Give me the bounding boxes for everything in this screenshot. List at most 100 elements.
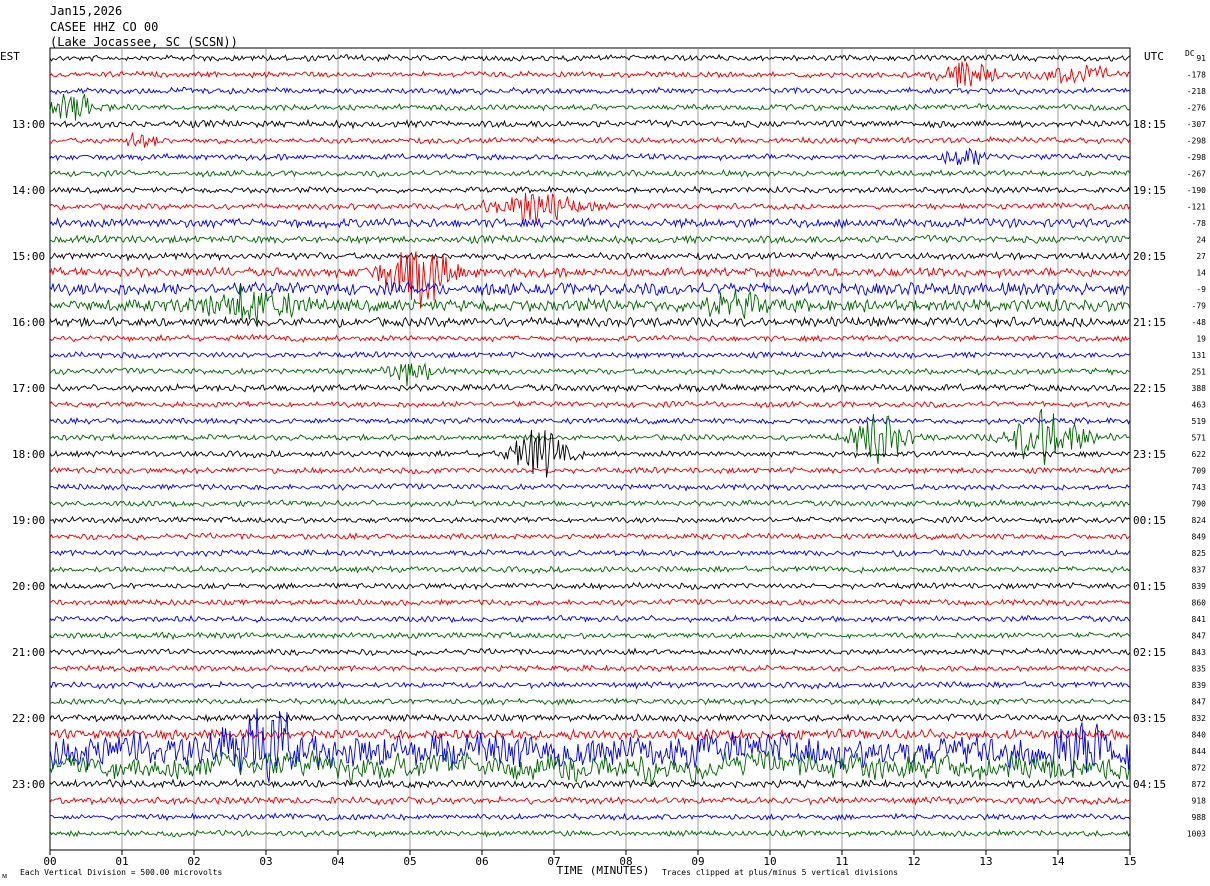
seismic-trace bbox=[49, 778, 1131, 790]
seismic-trace bbox=[49, 597, 1131, 607]
seismic-trace bbox=[49, 132, 1131, 148]
dc-offset-label: 840 bbox=[1192, 731, 1207, 740]
dc-offset-label: -79 bbox=[1192, 302, 1207, 311]
seismic-trace bbox=[49, 350, 1131, 360]
seismic-trace bbox=[49, 581, 1131, 591]
x-tick-label: 08 bbox=[619, 855, 632, 868]
seismic-trace bbox=[49, 515, 1131, 525]
right-axis-label: UTC bbox=[1144, 50, 1164, 63]
seismic-trace bbox=[49, 362, 1131, 387]
seismic-trace bbox=[49, 466, 1131, 475]
x-tick-label: 06 bbox=[475, 855, 488, 868]
dc-offset-label: 709 bbox=[1192, 467, 1207, 476]
seismic-trace bbox=[49, 697, 1131, 707]
dc-offset-label: 837 bbox=[1192, 566, 1207, 575]
seismic-trace bbox=[49, 147, 1131, 166]
seismic-trace bbox=[49, 251, 1131, 309]
dc-offset-label: 860 bbox=[1192, 599, 1207, 608]
x-tick-label: 15 bbox=[1123, 855, 1136, 868]
dc-offset-label: 1003 bbox=[1187, 830, 1206, 839]
seismic-trace bbox=[49, 482, 1131, 492]
x-tick-label: 04 bbox=[331, 855, 345, 868]
dc-offset-label: 790 bbox=[1192, 500, 1207, 509]
seismic-trace bbox=[49, 281, 1131, 297]
left-hour-label: 13:00 bbox=[12, 118, 45, 131]
x-tick-label: 09 bbox=[691, 855, 704, 868]
dc-offset-label: 835 bbox=[1192, 665, 1207, 674]
seismic-trace bbox=[49, 795, 1131, 806]
left-hour-label: 17:00 bbox=[12, 382, 45, 395]
seismic-trace bbox=[49, 416, 1131, 426]
dc-offset-label: 843 bbox=[1192, 648, 1207, 657]
left-hour-label: 18:00 bbox=[12, 448, 45, 461]
x-tick-label: 03 bbox=[259, 855, 272, 868]
seismic-trace bbox=[49, 250, 1131, 262]
dc-offset-label: -298 bbox=[1187, 153, 1206, 162]
seismic-trace bbox=[49, 749, 1131, 787]
dc-offset-label: -178 bbox=[1187, 71, 1206, 80]
plot-frame bbox=[49, 47, 1131, 851]
x-tick-label: 14 bbox=[1051, 855, 1065, 868]
x-tick-label: 13 bbox=[979, 855, 992, 868]
dc-offset-label: 571 bbox=[1192, 434, 1207, 443]
right-hour-label: 03:15 bbox=[1133, 712, 1166, 725]
x-tick-label: 05 bbox=[403, 855, 416, 868]
seismic-trace bbox=[49, 647, 1131, 657]
dc-offset-label: 19 bbox=[1196, 335, 1206, 344]
x-tick-label: 07 bbox=[547, 855, 560, 868]
seismic-trace bbox=[49, 828, 1131, 838]
clip-note: Traces clipped at plus/minus 5 vertical … bbox=[662, 868, 898, 877]
dc-offset-label: 24 bbox=[1196, 236, 1206, 245]
right-hour-label: 01:15 bbox=[1133, 580, 1166, 593]
dc-offset-label: 91 bbox=[1196, 54, 1206, 63]
seismic-trace bbox=[49, 61, 1131, 88]
right-hour-label: 23:15 bbox=[1133, 448, 1166, 461]
seismic-trace bbox=[49, 53, 1131, 63]
dc-offset-label: 847 bbox=[1192, 632, 1207, 641]
right-hour-label: 02:15 bbox=[1133, 646, 1166, 659]
dc-offset-label: 844 bbox=[1192, 747, 1207, 756]
seismic-trace bbox=[49, 192, 1131, 224]
dc-offset-label: 872 bbox=[1192, 780, 1207, 789]
seismic-trace bbox=[49, 216, 1131, 230]
x-tick-label: 00 bbox=[43, 855, 56, 868]
x-tick-label: 01 bbox=[115, 855, 128, 868]
seismic-trace bbox=[49, 285, 1131, 324]
seismic-trace bbox=[49, 333, 1131, 344]
seismic-trace bbox=[49, 548, 1131, 558]
dc-offset-label: 832 bbox=[1192, 714, 1207, 723]
dc-offset-label: 918 bbox=[1192, 797, 1207, 806]
dc-offset-label: -9 bbox=[1196, 285, 1206, 294]
dc-offset-label: 849 bbox=[1192, 533, 1207, 542]
dc-offset-label: 824 bbox=[1192, 516, 1207, 525]
seismic-trace bbox=[49, 712, 1131, 723]
seismic-trace bbox=[49, 728, 1131, 742]
left-hour-label: 23:00 bbox=[12, 778, 45, 791]
right-hour-label: 00:15 bbox=[1133, 514, 1166, 527]
x-axis-label: TIME (MINUTES) bbox=[557, 864, 650, 877]
dc-offset-label: 27 bbox=[1196, 252, 1206, 261]
dc-offset-label: -276 bbox=[1187, 104, 1206, 113]
left-hour-label: 22:00 bbox=[12, 712, 45, 725]
dc-offset-label: 463 bbox=[1192, 401, 1207, 410]
left-hour-label: 19:00 bbox=[12, 514, 45, 527]
division-note: Each Vertical Division = 500.00 microvol… bbox=[20, 868, 222, 877]
dc-offset-label: -78 bbox=[1192, 219, 1207, 228]
right-hour-label: 18:15 bbox=[1133, 118, 1166, 131]
dc-offset-label: 519 bbox=[1192, 417, 1207, 426]
dc-offset-label: -48 bbox=[1192, 318, 1207, 327]
seismic-trace bbox=[49, 708, 1131, 783]
header-location: (Lake Jocassee, SC (SCSN)) bbox=[50, 35, 238, 49]
left-hour-label: 16:00 bbox=[12, 316, 45, 329]
seismic-trace bbox=[49, 93, 1131, 121]
dc-offset-label: 388 bbox=[1192, 384, 1207, 393]
corner-mark: ᴍ bbox=[2, 871, 7, 880]
dc-offset-label: -298 bbox=[1187, 137, 1206, 146]
dc-offset-label: 251 bbox=[1192, 368, 1207, 377]
seismic-trace bbox=[49, 498, 1131, 508]
x-tick-label: 12 bbox=[907, 855, 920, 868]
seismic-trace bbox=[49, 631, 1131, 641]
dc-offset-label: 839 bbox=[1192, 681, 1207, 690]
right-hour-label: 04:15 bbox=[1133, 778, 1166, 791]
dc-offset-label: -307 bbox=[1187, 120, 1206, 129]
